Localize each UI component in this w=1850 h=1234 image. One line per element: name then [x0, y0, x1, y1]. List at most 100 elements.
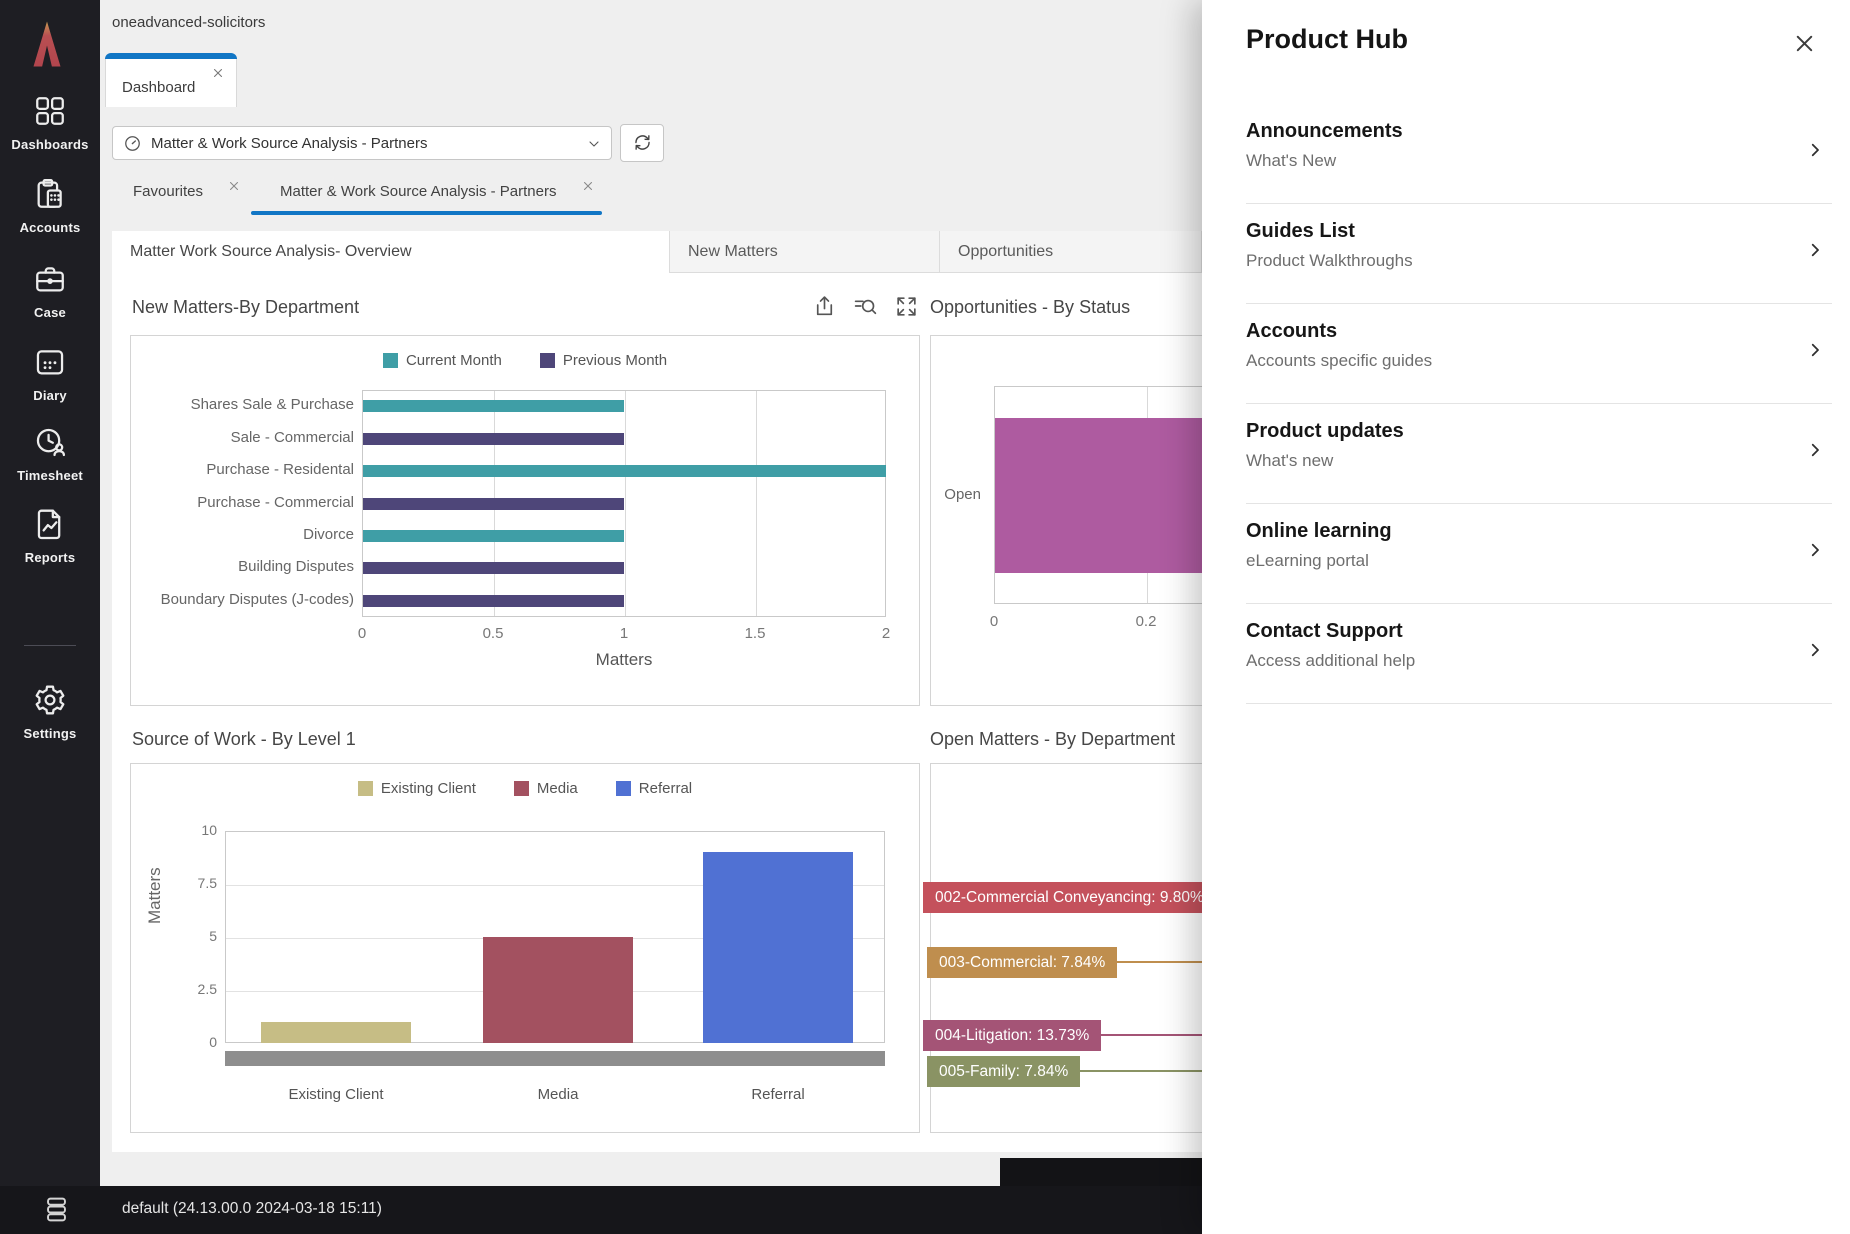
workspace-label: oneadvanced-solicitors: [112, 14, 266, 31]
hub-item-subtitle: eLearning portal: [1246, 551, 1369, 570]
x-axis-title: Matters: [595, 650, 653, 669]
oneadvanced-logo[interactable]: [28, 20, 66, 68]
expand-icon[interactable]: [894, 294, 919, 319]
chart-legend: Existing Client Media Referral: [131, 780, 919, 797]
x-category-label: Existing Client: [288, 1086, 384, 1103]
close-icon[interactable]: [228, 180, 240, 192]
hub-item-title: Accounts: [1246, 320, 1338, 342]
hub-item-accounts[interactable]: Accounts Accounts specific guides: [1246, 304, 1832, 404]
window-tab-dashboard[interactable]: Dashboard: [105, 53, 237, 107]
legend-item-previous-month: Previous Month: [539, 352, 668, 369]
chart-source-of-work: Existing Client Media Referral 0 2.5 5 7.5 10 Ex…: [130, 763, 920, 1133]
hub-item-contact-support[interactable]: Contact Support Access additional help: [1246, 604, 1832, 704]
x-category-label: Media: [537, 1086, 579, 1103]
legend-label: Previous Month: [562, 352, 668, 369]
hub-item-title: Announcements: [1246, 120, 1403, 142]
hub-item-title: Online learning: [1246, 520, 1392, 542]
legend-label: Media: [536, 780, 578, 797]
sidebar-item-reports[interactable]: Reports: [0, 507, 100, 565]
dashboards-icon: [33, 94, 67, 128]
close-icon[interactable]: [212, 67, 224, 79]
dashboard-selector[interactable]: Matter & Work Source Analysis - Partners: [112, 126, 612, 160]
diary-icon: [33, 345, 67, 379]
timesheet-icon: [33, 425, 67, 459]
hub-item-announcements[interactable]: Announcements What's New: [1246, 104, 1832, 204]
hub-item-title: Contact Support: [1246, 620, 1403, 642]
legend-label: Current Month: [405, 352, 502, 369]
sidebar-item-case[interactable]: Case: [0, 262, 100, 320]
view-tab-matter-work-source[interactable]: Matter & Work Source Analysis - Partners: [280, 183, 557, 200]
bar-existing-client: [261, 1021, 411, 1043]
legend-swatch: [382, 353, 398, 368]
y-tick-label: 10: [201, 822, 217, 838]
gridline: [625, 391, 626, 616]
chart-scrollbar[interactable]: [225, 1051, 885, 1066]
chart-open-matters-by-department: 002-Commercial Conveyancing: 9.80% 003-Co…: [923, 763, 1251, 1133]
close-icon[interactable]: [582, 180, 594, 192]
chevron-right-icon: [1806, 541, 1824, 559]
page-tab-overview[interactable]: Matter Work Source Analysis- Overview: [112, 231, 670, 273]
database-icon[interactable]: [42, 1195, 71, 1224]
bar-current-month: [363, 465, 886, 478]
dashboard-selector-value: Matter & Work Source Analysis - Partners: [151, 135, 428, 152]
legend-item-referral: Referral: [615, 780, 693, 797]
hub-item-product-updates[interactable]: Product updates What's new: [1246, 404, 1832, 504]
x-tick-label: 1: [619, 625, 629, 642]
chevron-right-icon: [1806, 641, 1824, 659]
bar-category-label: Purchase - Residental: [206, 461, 354, 479]
x-category-label: Referral: [751, 1086, 805, 1103]
hub-item-online-learning[interactable]: Online learning eLearning portal: [1246, 504, 1832, 604]
case-icon: [33, 262, 67, 296]
export-icon[interactable]: [812, 294, 837, 319]
pie-slice-label: 005-Family: 7.84%: [927, 1056, 1081, 1087]
legend-label: Referral: [638, 780, 693, 797]
gridline: [226, 885, 884, 886]
refresh-icon: [632, 132, 653, 153]
y-tick-label: 5: [209, 928, 217, 944]
product-hub-title: Product Hub: [1246, 24, 1408, 54]
bar-category-label: Divorce: [303, 525, 354, 543]
chart-title-source-of-work: Source of Work - By Level 1: [132, 729, 356, 749]
sidebar-item-settings[interactable]: Settings: [0, 683, 100, 741]
page-tab-opportunities[interactable]: Opportunities: [940, 231, 1202, 273]
bar-current-month: [363, 529, 624, 542]
legend-swatch: [615, 781, 631, 796]
chart-title-opportunities: Opportunities - By Status: [930, 297, 1131, 317]
window-tab-label: Dashboard: [122, 79, 196, 96]
x-tick-label: 0.2: [1135, 613, 1157, 630]
product-hub-panel: Product Hub Announcements What's New Guide…: [1202, 0, 1850, 1234]
search-filter-icon[interactable]: [853, 294, 878, 319]
sidebar-divider: [24, 645, 76, 646]
x-tick-label: 0: [357, 625, 367, 642]
product-hub-items: Announcements What's New Guides List Produc…: [1246, 104, 1832, 704]
legend-swatch: [539, 353, 555, 368]
bar-previous-month: [363, 562, 624, 575]
pie-slice-label: 004-Litigation: 13.73%: [923, 1020, 1102, 1051]
sidebar-item-label: Diary: [33, 388, 67, 403]
hub-item-title: Guides List: [1246, 220, 1355, 242]
bar-category-label: Open: [944, 486, 981, 503]
pie-slice-label: 003-Commercial: 7.84%: [927, 947, 1118, 978]
refresh-button[interactable]: [620, 124, 664, 162]
chart-title-open-matters: Open Matters - By Department: [930, 729, 1176, 749]
bar-category-label: Boundary Disputes (J-codes): [160, 590, 354, 608]
sidebar-item-diary[interactable]: Diary: [0, 345, 100, 403]
legend-item-existing-client: Existing Client: [357, 780, 476, 797]
page-tab-new-matters[interactable]: New Matters: [670, 231, 940, 273]
active-tab-accent: [105, 53, 237, 59]
close-icon[interactable]: [1793, 32, 1816, 55]
y-tick-label: 0: [209, 1034, 217, 1050]
pie-leader-line: [1101, 961, 1251, 963]
hub-item-guides-list[interactable]: Guides List Product Walkthroughs: [1246, 204, 1832, 304]
bar-current-month: [363, 400, 624, 413]
sidebar-item-accounts[interactable]: Accounts: [0, 177, 100, 235]
chevron-down-icon: [586, 136, 602, 152]
chart-title-new-matters: New Matters-By Department: [132, 297, 360, 317]
status-bar: default (24.13.00.0 2024-03-18 15:11): [0, 1186, 1202, 1234]
sidebar-item-label: Reports: [24, 550, 76, 565]
legend-label: Existing Client: [380, 780, 476, 797]
view-tab-favourites[interactable]: Favourites: [133, 183, 204, 200]
sidebar-item-timesheet[interactable]: Timesheet: [0, 425, 100, 483]
accounts-icon: [33, 177, 67, 211]
sidebar-item-dashboards[interactable]: Dashboards: [0, 94, 100, 152]
